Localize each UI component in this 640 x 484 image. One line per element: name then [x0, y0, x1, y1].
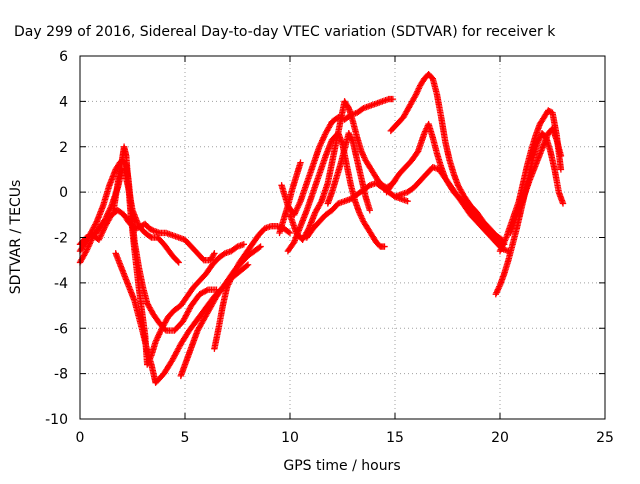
x-axis-label: GPS time / hours [283, 458, 400, 474]
data-point-marker [414, 149, 421, 156]
data-point-marker [243, 262, 250, 269]
data-point-marker [148, 226, 156, 234]
y-tick-label: -8 [54, 367, 68, 383]
data-series [492, 129, 567, 298]
data-series [391, 163, 512, 255]
data-point-marker [359, 105, 366, 113]
data-point-marker [256, 244, 263, 251]
x-tick-label: 20 [491, 430, 509, 446]
y-tick-label: 6 [59, 49, 68, 65]
data-point-marker [220, 251, 227, 258]
data-point-marker [557, 152, 565, 160]
x-tick-label: 0 [76, 430, 85, 446]
data-point-marker [203, 287, 210, 294]
x-tick-label: 25 [596, 430, 614, 446]
data-series [76, 157, 220, 334]
x-tick-label: 15 [386, 430, 404, 446]
x-tick-label: 10 [281, 430, 299, 446]
grid-layer [80, 56, 605, 419]
data-series [110, 143, 247, 368]
y-tick-label: -2 [54, 231, 68, 247]
data-series [177, 243, 264, 380]
data-point-marker [389, 95, 397, 103]
data-point-marker [404, 198, 411, 205]
y-tick-label: 2 [59, 140, 68, 156]
data-series [276, 159, 304, 237]
data-point-marker [557, 166, 565, 173]
data-point-marker [233, 244, 240, 251]
marks-layer [76, 70, 567, 386]
data-point-marker [257, 243, 264, 250]
chart-title: Day 299 of 2016, Sidereal Day-to-day VTE… [14, 24, 556, 40]
data-point-marker [317, 199, 324, 206]
data-point-marker [174, 258, 181, 265]
y-tick-label: -4 [54, 276, 68, 292]
data-point-marker [297, 159, 304, 166]
data-series [507, 125, 565, 237]
data-series [324, 129, 373, 214]
data-point-marker [285, 228, 292, 236]
y-tick-label: 0 [59, 185, 68, 201]
data-point-marker [146, 233, 154, 240]
data-series [387, 70, 506, 243]
data-point-marker [244, 261, 252, 268]
data-point-marker [210, 251, 217, 258]
data-point-marker [559, 200, 567, 207]
data-point-marker [92, 219, 100, 227]
y-tick-label: 4 [59, 94, 68, 110]
y-tick-label: -6 [54, 321, 68, 337]
data-point-marker [344, 103, 352, 111]
data-point-marker [366, 207, 373, 214]
data-series [286, 98, 399, 243]
data-series [278, 95, 397, 219]
y-tick-label: -10 [45, 412, 68, 428]
data-point-marker [365, 183, 372, 190]
x-tick-label: 5 [181, 430, 190, 446]
data-point-marker [286, 229, 294, 237]
ticks-layer: 0 5 10 15 20 25 -10 -8 -6 -4 -2 0 2 4 6 [45, 49, 614, 446]
data-point-marker [175, 259, 182, 266]
data-point-marker [211, 250, 218, 257]
data-point-marker [240, 241, 247, 248]
y-axis-label: SDTVAR / TECUs [8, 180, 24, 295]
data-point-marker [381, 243, 388, 250]
